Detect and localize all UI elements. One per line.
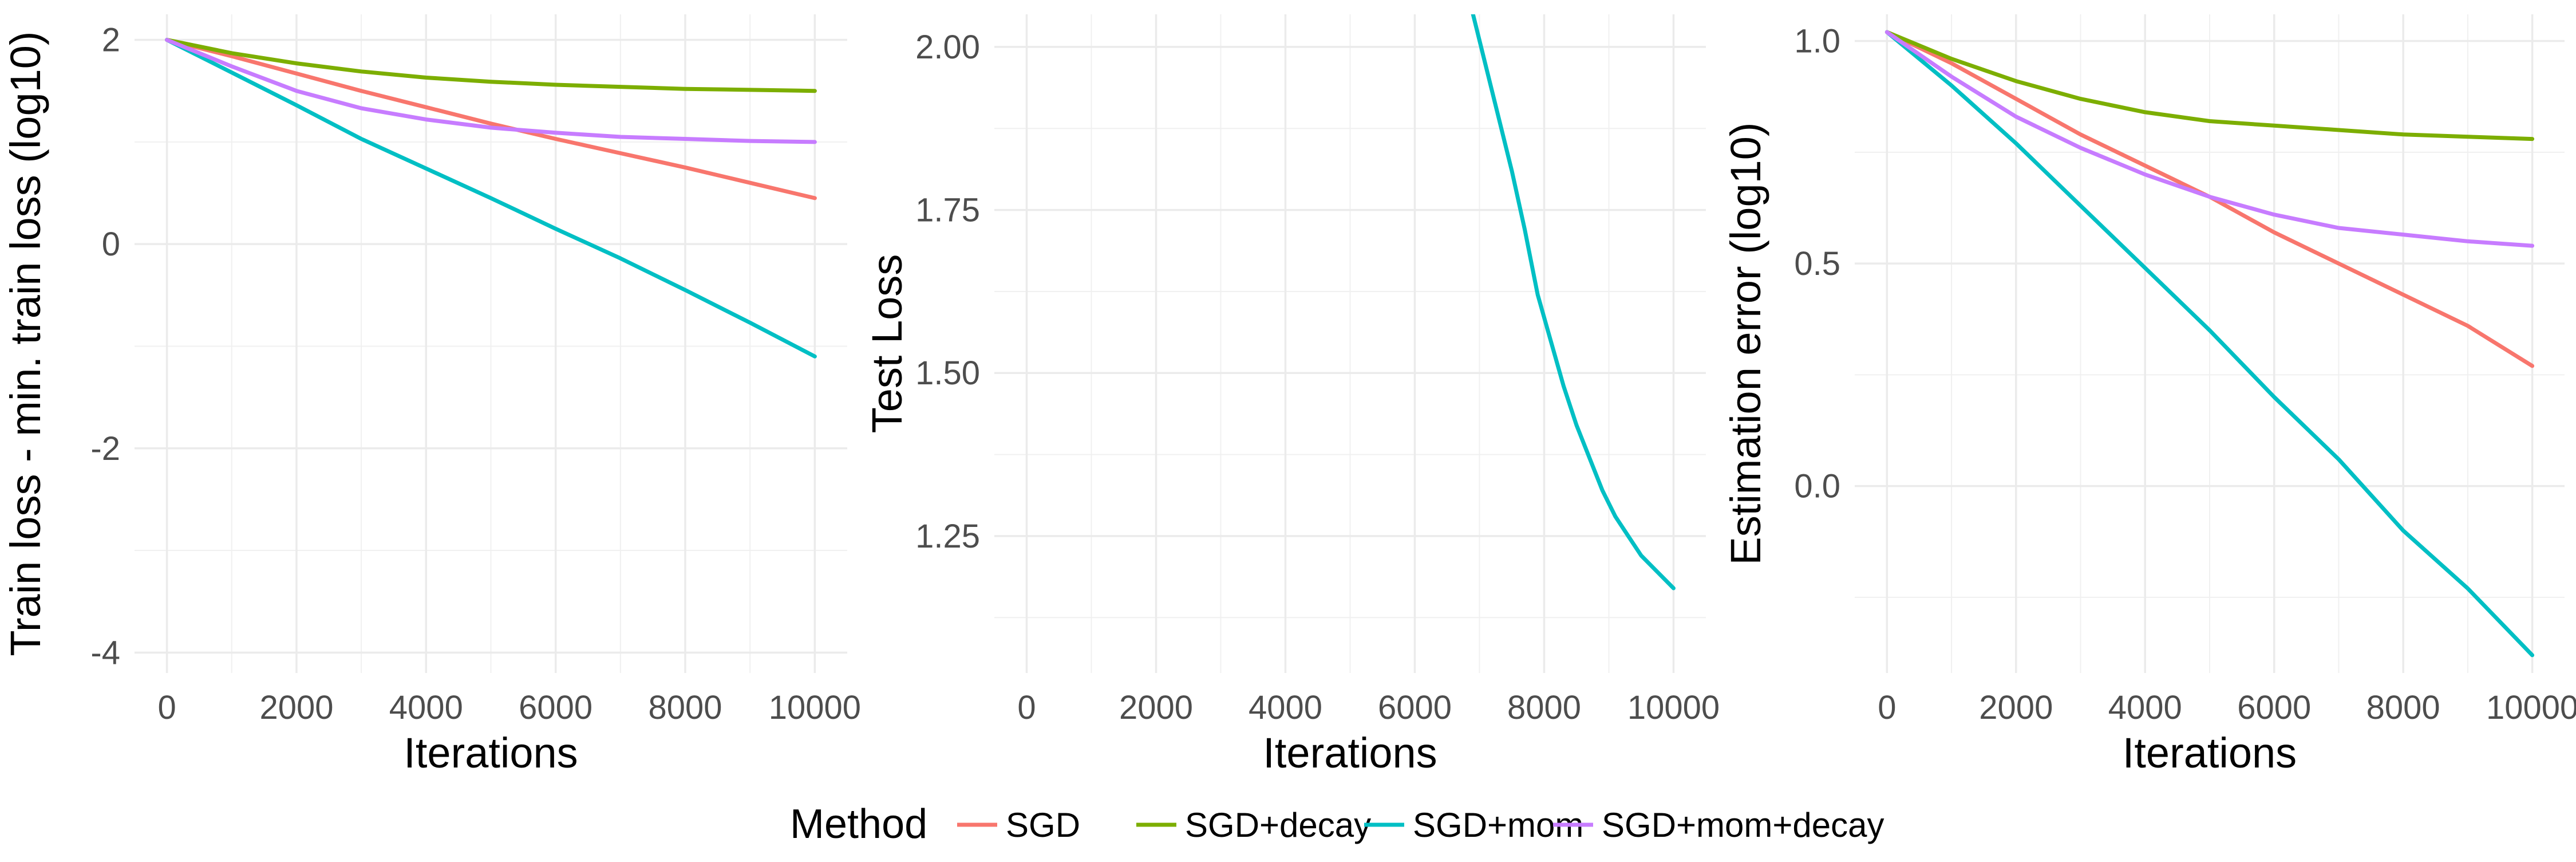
- x-axis-label: Iterations: [404, 729, 578, 777]
- x-tick-label: 0: [1878, 689, 1896, 726]
- x-axis-label: Iterations: [1263, 729, 1437, 777]
- x-tick-label: 2000: [1979, 689, 2053, 726]
- y-axis-label: Train loss - min. train loss (log10): [2, 31, 49, 656]
- grid: [135, 14, 847, 673]
- x-tick-label: 6000: [519, 689, 592, 726]
- x-tick-label: 4000: [1249, 689, 1322, 726]
- y-tick-label: 2.00: [915, 29, 980, 66]
- y-tick-label: -2: [90, 430, 120, 467]
- legend-title: Method: [790, 801, 927, 847]
- series-group: [165, 38, 817, 359]
- y-tick-label: -4: [90, 634, 120, 671]
- x-tick-label: 2000: [259, 689, 333, 726]
- series-line-sgd-mom-decay: [1884, 30, 2535, 248]
- x-tick-label: 10000: [769, 689, 861, 726]
- series-line-sgd-decay: [1884, 30, 2535, 141]
- legend-item-sgd-decay: SGD+decay: [1136, 806, 1371, 844]
- legend-label: SGD+mom+decay: [1602, 806, 1884, 844]
- y-tick-label: 1.0: [1794, 23, 1840, 60]
- legend: Method SGD SGD+decay SGD+mom SGD+mom+decay: [790, 801, 1884, 847]
- y-tick-label: 1.75: [915, 192, 980, 229]
- series-line-sgd: [165, 38, 817, 200]
- y-tick-label: 1.50: [915, 355, 980, 392]
- tick-labels: 0 2000 4000 6000 8000 10000 -4 -2 0 2: [90, 22, 861, 726]
- x-tick-label: 4000: [2108, 689, 2182, 726]
- series-group: [1471, 14, 1676, 591]
- series-line-sgd-mom: [1471, 14, 1676, 591]
- tick-labels: 0 2000 4000 6000 8000 10000 1.25 1.50 1.75 2.00: [915, 29, 1720, 726]
- x-axis-label: Iterations: [2123, 729, 2297, 777]
- series-line-sgd-mom-decay: [165, 38, 817, 144]
- x-tick-label: 2000: [1119, 689, 1193, 726]
- y-axis-label: Estimation error (log10): [1722, 122, 1769, 565]
- x-tick-label: 8000: [1507, 689, 1581, 726]
- chart-panel-2: 0 2000 4000 6000 8000 10000 1.25 1.50 1.75 2.00 It…: [863, 14, 1720, 777]
- y-tick-label: 2: [102, 22, 120, 59]
- legend-label: SGD+decay: [1185, 806, 1371, 844]
- legend-item-sgd-mom-decay: SGD+mom+decay: [1553, 806, 1884, 844]
- x-tick-label: 8000: [2366, 689, 2440, 726]
- legend-item-sgd-mom: SGD+mom: [1364, 806, 1583, 844]
- grid: [994, 14, 1706, 673]
- x-tick-label: 8000: [649, 689, 722, 726]
- series-line-sgd-mom: [165, 38, 817, 359]
- chart-panel-1: 0 2000 4000 6000 8000 10000 -4 -2 0 2 Iterations Tr…: [2, 14, 861, 777]
- x-tick-label: 6000: [1378, 689, 1452, 726]
- x-tick-label: 6000: [2237, 689, 2311, 726]
- x-tick-label: 0: [157, 689, 176, 726]
- y-tick-label: 1.25: [915, 518, 980, 555]
- x-tick-label: 10000: [1627, 689, 1720, 726]
- y-tick-label: 0.0: [1794, 468, 1840, 505]
- series-line-sgd-mom: [1884, 30, 2535, 658]
- y-axis-label: Test Loss: [863, 254, 911, 434]
- x-tick-label: 0: [1017, 689, 1036, 726]
- y-tick-label: 0.5: [1794, 245, 1840, 282]
- legend-label: SGD: [1006, 806, 1080, 844]
- legend-item-sgd: SGD: [957, 806, 1080, 844]
- x-tick-label: 10000: [2486, 689, 2576, 726]
- y-tick-label: 0: [102, 226, 120, 263]
- grid: [1855, 14, 2565, 673]
- series-group: [1884, 30, 2535, 658]
- series-line-sgd-decay: [165, 38, 817, 93]
- tick-labels: 0 2000 4000 6000 8000 10000 0.0 0.5 1.0: [1794, 23, 2576, 726]
- chart-panel-3: 0 2000 4000 6000 8000 10000 0.0 0.5 1.0 Iteration…: [1722, 14, 2576, 777]
- x-tick-label: 4000: [389, 689, 463, 726]
